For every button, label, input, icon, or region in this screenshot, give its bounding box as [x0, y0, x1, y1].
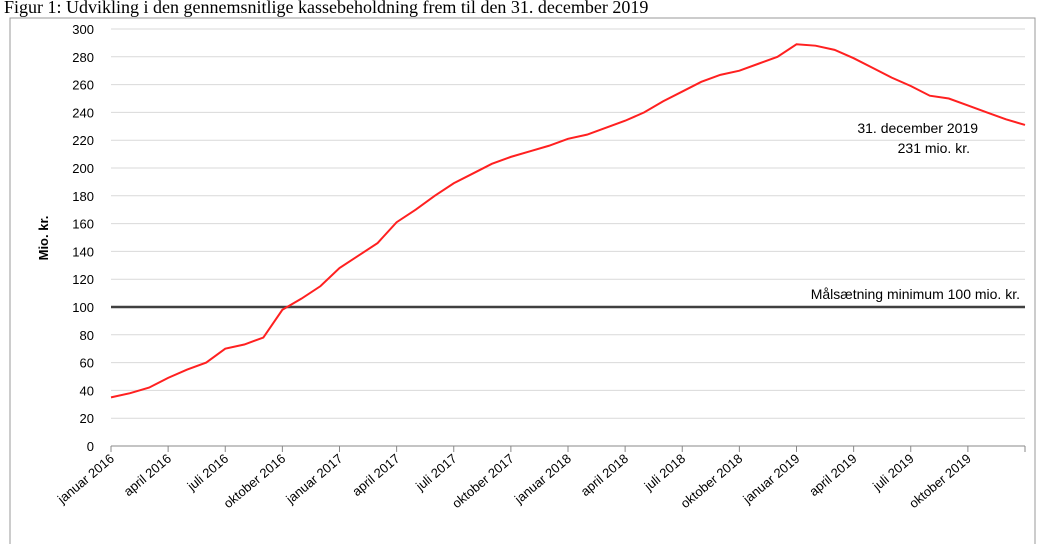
x-tick-label: juli 2019	[869, 451, 917, 494]
y-tick-label: 140	[72, 244, 94, 259]
y-tick-label: 180	[72, 189, 94, 204]
x-tick-label: oktober 2017	[449, 451, 517, 511]
x-tick-label: oktober 2019	[906, 451, 974, 511]
x-tick-label: april 2018	[578, 451, 631, 499]
y-tick-label: 240	[72, 105, 94, 120]
x-tick-label: oktober 2018	[678, 451, 746, 511]
y-tick-label: 300	[72, 22, 94, 37]
x-tick-label: januar 2017	[282, 451, 345, 507]
y-tick-label: 160	[72, 217, 94, 232]
annotation: 31. december 2019	[857, 120, 978, 136]
y-tick-label: 120	[72, 272, 94, 287]
x-tick-label: juli 2017	[412, 451, 460, 494]
annotation: 231 mio. kr.	[898, 140, 970, 156]
y-tick-label: 0	[87, 439, 94, 454]
y-tick-label: 60	[80, 356, 94, 371]
y-tick-label: 200	[72, 161, 94, 176]
data-line	[110, 43, 1026, 399]
x-tick-label: oktober 2016	[221, 451, 289, 511]
y-tick-label: 280	[72, 50, 94, 65]
reference-label: Målsætning minimum 100 mio. kr.	[811, 286, 1020, 302]
y-axis-label: Mio. kr.	[36, 216, 51, 261]
y-tick-label: 80	[80, 328, 94, 343]
chart-title: Figur 1: Udvikling i den gennemsnitlige …	[4, 0, 648, 17]
y-tick-label: 100	[72, 300, 94, 315]
y-tick-label: 220	[72, 133, 94, 148]
x-tick-label: april 2016	[121, 451, 174, 499]
x-tick-label: januar 2016	[54, 451, 117, 507]
x-tick-label: april 2019	[806, 451, 859, 499]
x-tick-label: juli 2018	[641, 451, 689, 494]
chart-frame	[9, 17, 1036, 544]
y-tick-label: 40	[80, 383, 94, 398]
x-tick-label: januar 2018	[511, 451, 574, 507]
x-tick-label: april 2017	[349, 451, 402, 499]
x-tick-label: januar 2019	[739, 451, 802, 507]
y-tick-label: 260	[72, 78, 94, 93]
y-tick-label: 20	[80, 411, 94, 426]
x-tick-label: juli 2016	[184, 451, 232, 494]
